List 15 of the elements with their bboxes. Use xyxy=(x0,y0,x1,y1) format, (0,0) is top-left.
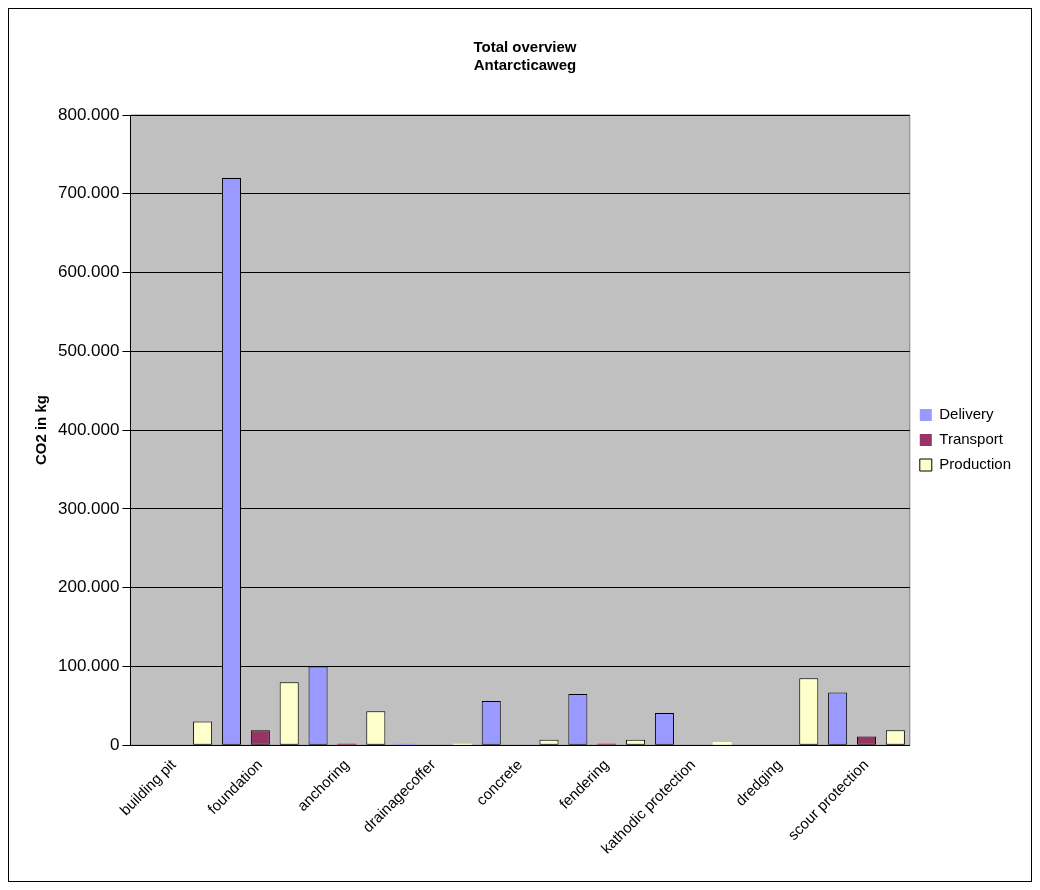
y-tick-label: 800.000 xyxy=(58,104,120,124)
y-tick-label: 500.000 xyxy=(58,341,120,361)
legend-label: Delivery xyxy=(939,405,994,423)
y-axis-title: CO2 in kg xyxy=(32,395,50,466)
y-tick-label: 600.000 xyxy=(58,262,120,282)
y-tick-label: 100.000 xyxy=(58,656,120,676)
y-tick-label: 0 xyxy=(109,734,120,754)
y-tick-label: 200.000 xyxy=(58,577,120,597)
y-tick-label: 300.000 xyxy=(58,498,120,518)
bar xyxy=(712,742,732,745)
legend-label: Transport xyxy=(939,430,1004,448)
y-tick-label: 400.000 xyxy=(58,419,120,439)
y-tick-label: 700.000 xyxy=(58,183,120,203)
chart-title: Total overview Antarcticaweg xyxy=(473,38,577,74)
legend-label: Production xyxy=(939,455,1012,473)
